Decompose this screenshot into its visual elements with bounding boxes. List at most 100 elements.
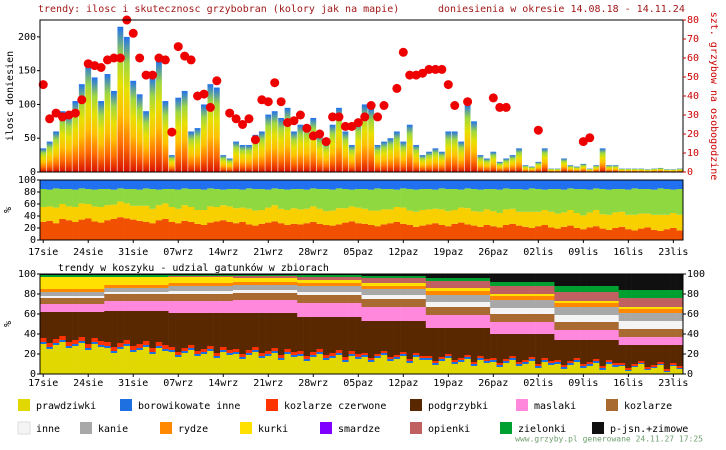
stack-segment (547, 274, 555, 282)
stack-segment (535, 211, 542, 227)
stack-segment (509, 294, 517, 296)
bar (213, 87, 220, 172)
stack-segment (65, 289, 73, 292)
stack-segment (457, 281, 465, 288)
stack-segment (451, 281, 459, 288)
stack-segment (329, 283, 337, 286)
stack-segment (46, 289, 54, 292)
stack-segment (650, 368, 658, 374)
stack-segment (110, 301, 118, 311)
stack-segment (136, 292, 144, 294)
stack-segment (271, 282, 279, 285)
stack-segment (290, 290, 298, 293)
x-tick-label: 05paz (343, 378, 373, 389)
stack-segment (52, 289, 60, 292)
stack-segment (168, 291, 176, 294)
stack-segment (483, 361, 491, 363)
stack-segment (213, 313, 221, 353)
stack-segment (245, 355, 253, 374)
stack-segment (303, 223, 311, 240)
stack-segment (239, 313, 247, 354)
stack-segment (419, 307, 427, 321)
point (77, 95, 87, 105)
stack-segment (644, 313, 652, 321)
stack-segment (329, 189, 337, 211)
stack-segment (522, 364, 529, 374)
stack-segment (367, 321, 375, 358)
stack-segment (477, 328, 484, 356)
stack-segment (515, 296, 523, 300)
stack-segment (502, 296, 510, 300)
stack-segment (515, 366, 523, 374)
stack-segment (509, 282, 517, 286)
stack-segment (367, 225, 375, 240)
stack-segment (451, 364, 459, 374)
stack-segment (277, 276, 285, 278)
stack-segment (316, 280, 324, 283)
stack-segment (265, 290, 272, 293)
stack-segment (438, 359, 446, 361)
stack-segment (657, 337, 665, 345)
stack-segment (470, 189, 478, 212)
stack-segment (483, 189, 491, 210)
stack-segment (149, 294, 157, 301)
stack-segment (457, 189, 465, 208)
point (225, 108, 235, 118)
stack-segment (123, 277, 131, 285)
stack-segment (586, 180, 594, 190)
stack-segment (91, 289, 99, 292)
stack-segment (78, 219, 86, 240)
stack-segment (187, 207, 195, 222)
stack-segment (599, 286, 607, 292)
stack-segment (522, 211, 529, 227)
stack-segment (522, 360, 529, 362)
stack-segment (97, 292, 105, 296)
stack-segment (573, 362, 581, 374)
stack-segment (464, 295, 472, 302)
stack-segment (393, 286, 401, 289)
stack-segment (72, 304, 79, 312)
legend-label: rydze (178, 424, 208, 435)
stack-segment (181, 351, 189, 353)
stack-segment (65, 296, 73, 298)
stack-segment (265, 282, 272, 285)
stack-segment (451, 295, 459, 302)
stack-segment (464, 307, 472, 315)
stack-segment (110, 285, 118, 288)
stack-segment (187, 301, 195, 313)
stack-segment (464, 188, 472, 209)
point (38, 80, 48, 90)
bar (599, 148, 606, 172)
stack-segment (457, 362, 465, 374)
stack-segment (425, 291, 433, 295)
stack-segment (502, 286, 510, 294)
stack-segment (245, 180, 253, 189)
stack-segment (490, 296, 497, 300)
stack-segment (130, 294, 137, 301)
stack-segment (515, 286, 523, 294)
stack-segment (258, 356, 266, 358)
stack-segment (162, 180, 169, 189)
stack-segment (374, 289, 382, 295)
stack-segment (130, 346, 137, 350)
stack-segment (200, 301, 208, 313)
point (128, 28, 138, 38)
stack-segment (432, 302, 439, 307)
y-tick-label: 20 (24, 223, 36, 234)
stack-segment (175, 352, 182, 355)
point (115, 53, 125, 63)
stack-segment (175, 189, 182, 209)
stack-segment (97, 275, 105, 277)
legend-label: smardze (338, 424, 380, 435)
stack-segment (322, 180, 330, 189)
stack-segment (502, 363, 510, 374)
stack-segment (271, 313, 279, 348)
stack-segment (117, 301, 124, 311)
stack-segment (232, 275, 240, 276)
stack-segment (425, 356, 433, 358)
stack-segment (412, 357, 420, 374)
stack-segment (502, 294, 510, 296)
stack-segment (644, 337, 652, 345)
stack-segment (490, 282, 497, 286)
stack-segment (528, 359, 536, 361)
